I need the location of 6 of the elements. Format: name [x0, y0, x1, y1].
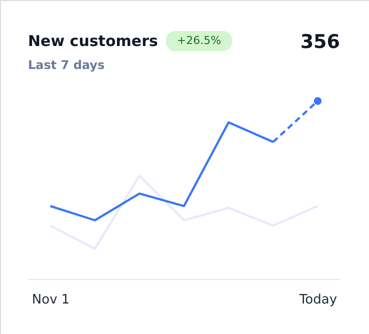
chart-title: New customers: [28, 32, 158, 50]
text: +26.5%: [176, 34, 222, 47]
x-tick-label: Today: [298, 292, 338, 308]
x-tick-label: Nov 1: [32, 292, 70, 308]
chart-subtitle: Last 7 days: [28, 58, 105, 72]
text: 356: [300, 31, 340, 53]
